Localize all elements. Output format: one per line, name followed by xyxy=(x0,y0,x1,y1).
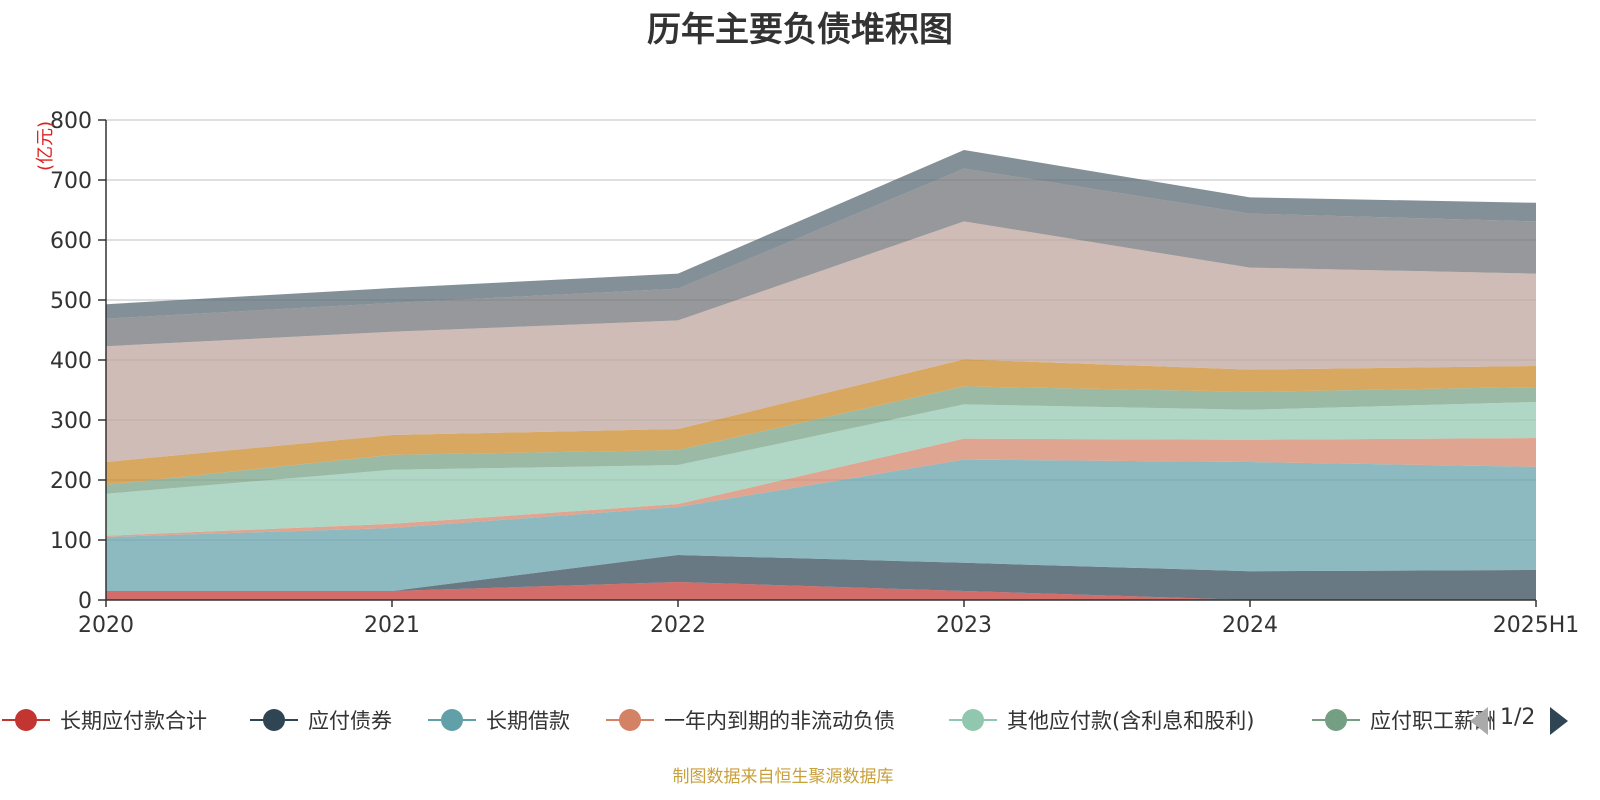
y-tick-label: 800 xyxy=(50,109,92,134)
area-series-1 xyxy=(106,555,1536,600)
legend-item[interactable]: 长期应付款合计 xyxy=(2,700,207,740)
pager-prev-icon[interactable] xyxy=(1470,707,1488,735)
legend-item[interactable]: 一年内到期的非流动负债 xyxy=(606,700,895,740)
legend-item[interactable]: 长期借款 xyxy=(428,700,570,740)
area-series-0 xyxy=(106,582,1536,600)
y-tick-label: 0 xyxy=(78,589,92,614)
legend-marker-icon xyxy=(949,700,997,740)
area-series-6 xyxy=(106,359,1536,485)
x-tick-label: 2023 xyxy=(936,613,992,638)
pager-text: 1/2 xyxy=(1500,705,1536,730)
pager-next-icon[interactable] xyxy=(1550,707,1568,735)
legend-marker-icon xyxy=(428,700,476,740)
y-tick-label: 300 xyxy=(50,409,92,434)
area-series-3 xyxy=(106,438,1536,537)
y-tick-label: 100 xyxy=(50,529,92,554)
y-tick-label: 700 xyxy=(50,169,92,194)
legend: 长期应付款合计 应付债券 长期借款 一年内到期的非流动负债 其他应付款(含利息和股利) 应… xyxy=(0,700,1600,740)
legend-marker-icon xyxy=(1312,700,1360,740)
y-tick-label: 500 xyxy=(50,289,92,314)
x-tick-label: 2024 xyxy=(1222,613,1278,638)
legend-pager: 1/2 xyxy=(1466,700,1600,740)
y-axis-unit-label: (亿元) xyxy=(35,121,56,171)
x-tick-label: 2025H1 xyxy=(1493,613,1580,638)
legend-marker-icon xyxy=(250,700,298,740)
source-note: 制图数据来自恒生聚源数据库 xyxy=(672,767,894,787)
x-tick-label: 2022 xyxy=(650,613,706,638)
legend-item[interactable]: 应付债券 xyxy=(250,700,392,740)
legend-label: 应付债券 xyxy=(308,709,392,733)
legend-label: 一年内到期的非流动负债 xyxy=(664,709,895,733)
area-series-layer xyxy=(106,150,1536,600)
area-series-5 xyxy=(106,386,1536,494)
y-tick-label: 400 xyxy=(50,349,92,374)
area-series-9 xyxy=(106,150,1536,319)
y-tick-label: 600 xyxy=(50,229,92,254)
x-tick-label: 2020 xyxy=(78,613,134,638)
legend-item[interactable]: 其他应付款(含利息和股利) xyxy=(949,700,1254,740)
stacked-area-chart: 0 100 200 300 400 500 600 700 800 2020 2021 2022 202… xyxy=(35,109,1579,638)
area-series-8 xyxy=(106,168,1536,347)
area-series-7 xyxy=(106,221,1536,462)
legend-label: 其他应付款(含利息和股利) xyxy=(1007,709,1255,733)
legend-marker-icon xyxy=(2,700,50,740)
x-tick-label: 2021 xyxy=(364,613,420,638)
chart-title: 历年主要负债堆积图 xyxy=(647,10,953,50)
y-tick-label: 200 xyxy=(50,469,92,494)
legend-label: 长期应付款合计 xyxy=(60,709,207,733)
legend-label: 长期借款 xyxy=(486,709,570,733)
axes: 0 100 200 300 400 500 600 700 800 2020 2021 2022 202… xyxy=(35,109,1579,638)
legend-marker-icon xyxy=(606,700,654,740)
area-series-2 xyxy=(106,459,1536,591)
area-series-4 xyxy=(106,402,1536,536)
